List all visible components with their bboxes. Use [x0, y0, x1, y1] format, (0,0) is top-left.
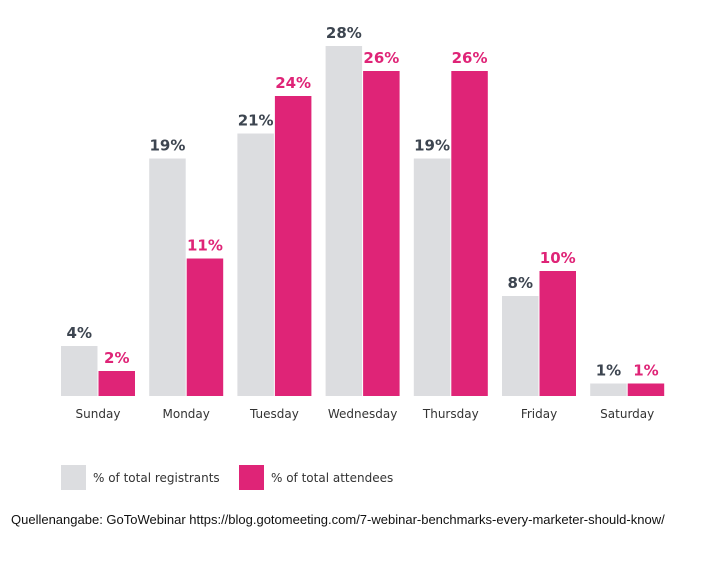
bars-group — [61, 46, 665, 396]
value-label-registrants-wednesday: 28% — [326, 24, 362, 42]
value-label-attendees-monday: 11% — [187, 237, 223, 255]
value-label-registrants-sunday: 4% — [67, 324, 92, 342]
source-note: Quellenangabe: GoToWebinar https://blog.… — [11, 512, 665, 527]
bar-attendees-sunday — [98, 371, 135, 396]
legend: % of total registrants % of total attende… — [61, 465, 393, 490]
category-label-tuesday: Tuesday — [249, 407, 299, 421]
value-label-registrants-monday: 19% — [149, 137, 185, 155]
category-label-saturday: Saturday — [600, 407, 654, 421]
bar-registrants-friday — [502, 296, 539, 396]
bar-registrants-thursday — [413, 158, 451, 396]
value-labels-group: 4%2%19%11%21%24%28%26%19%26%8%10%1% 1% — [67, 24, 659, 380]
value-label-attendees-friday: 10% — [540, 249, 576, 267]
value-label-attendees-sunday: 2% — [104, 349, 129, 367]
value-label-registrants-tuesday: 21% — [238, 112, 274, 130]
value-label-registrants-thursday: 19% — [414, 137, 450, 155]
bar-attendees-friday — [539, 271, 576, 396]
value-label-attendees-thursday: 26% — [452, 49, 488, 67]
legend-swatch-attendees — [239, 465, 264, 490]
value-label-registrants-friday: 8% — [508, 274, 533, 292]
value-label-attendees-tuesday: 24% — [275, 74, 311, 92]
bar-registrants-monday — [149, 158, 186, 396]
bar-registrants-wednesday — [325, 46, 363, 396]
value-label-attendees-saturday: 1% — [633, 362, 658, 380]
bar-registrants-saturday — [590, 383, 627, 396]
legend-swatch-registrants — [61, 465, 86, 490]
category-label-monday: Monday — [163, 407, 210, 421]
category-label-friday: Friday — [521, 407, 557, 421]
bar-chart: 4%2%19%11%21%24%28%26%19%26%8%10%1% 1% Su… — [61, 24, 665, 490]
value-label-attendees-wednesday: 26% — [363, 49, 399, 67]
category-label-sunday: Sunday — [76, 407, 121, 421]
legend-label-attendees: % of total attendees — [271, 471, 393, 485]
bar-registrants-tuesday — [237, 133, 274, 396]
bar-attendees-tuesday — [274, 96, 312, 396]
bar-attendees-monday — [186, 258, 224, 396]
bar-attendees-thursday — [451, 71, 488, 396]
bar-attendees-saturday — [627, 383, 665, 396]
legend-label-registrants: % of total registrants — [93, 471, 220, 485]
value-label-registrants-saturday: 1% — [596, 362, 621, 380]
category-label-thursday: Thursday — [422, 407, 479, 421]
bar-attendees-wednesday — [363, 71, 400, 396]
bar-registrants-sunday — [61, 346, 98, 396]
category-label-wednesday: Wednesday — [328, 407, 397, 421]
category-labels-group: Sunday Monday Tuesday Wednesday Thursday Frid… — [76, 407, 655, 421]
